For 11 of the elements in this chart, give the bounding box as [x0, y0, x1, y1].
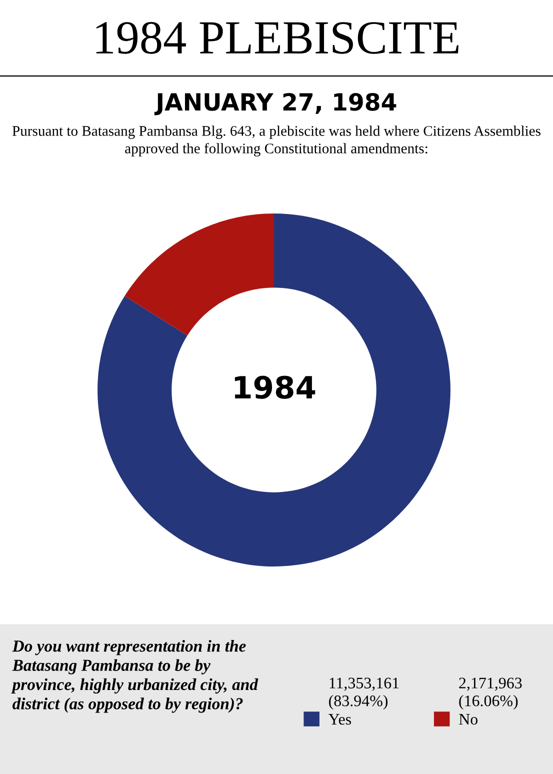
donut-slice — [98, 214, 450, 566]
text: 1984 — [234, 376, 316, 399]
data-label: 2,171,963 (16.06%) — [459, 678, 522, 710]
chart-title: 1984 PLEBISCITE — [96, 22, 458, 54]
donut-slice — [124, 214, 274, 336]
legend-label: Yes — [328, 714, 351, 725]
chart-subtitle: JANUARY 27, 1984 — [154, 92, 396, 116]
data-label: 11,353,161 (83.94%) — [329, 678, 399, 710]
text: Pursuant to Batasang Pambansa Blg. 643, a plebiscite was held where Citizens Assemblies approved the following Constitutional amendments: — [12, 126, 540, 156]
text: Do you want representation in the Batasang Pambansa to be by province, highly urbanized city, and district (as opposed to by region)? — [11, 640, 258, 713]
legend-label: No — [459, 714, 478, 725]
